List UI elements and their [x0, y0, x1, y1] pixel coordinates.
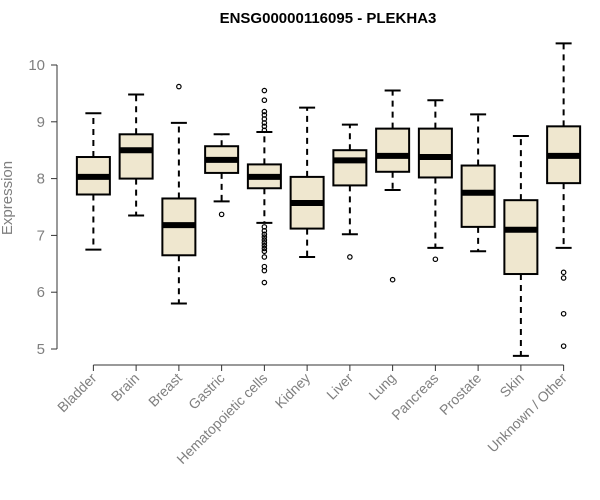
box-liver	[332, 123, 368, 260]
iqr-box	[460, 164, 496, 228]
x-tick-label: Liver	[323, 370, 356, 403]
outlier-point	[218, 211, 225, 218]
outlier-point	[560, 310, 567, 317]
outlier-point	[261, 228, 268, 234]
outlier-point	[261, 248, 268, 255]
y-tick-label: 9	[37, 114, 45, 131]
outlier-point	[261, 239, 268, 246]
box-lung	[375, 89, 411, 283]
box-gastric	[204, 133, 240, 218]
y-axis: 5 6 7 8 9 10	[28, 57, 58, 358]
outlier-point	[261, 254, 268, 260]
y-tick-label: 5	[37, 341, 45, 358]
y-tick-label: 7	[37, 227, 45, 244]
outlier-point	[560, 275, 567, 281]
iqr-box	[332, 149, 368, 187]
outlier-point	[261, 245, 268, 252]
x-tick-label: Skin	[496, 370, 527, 401]
box-breast	[161, 83, 197, 305]
box-hematopoietic-cells	[246, 87, 282, 286]
x-tick-label: Bladder	[54, 370, 100, 416]
y-tick-label: 8	[37, 171, 45, 188]
outlier-point	[560, 269, 567, 276]
y-axis-label: Expression	[0, 161, 16, 235]
outlier-point	[389, 276, 396, 283]
iqr-box	[503, 199, 539, 276]
outlier-point	[261, 234, 268, 240]
x-tick-label: Brain	[108, 370, 142, 404]
box-bladder	[75, 112, 111, 251]
outlier-point	[432, 256, 439, 263]
iqr-box	[417, 127, 453, 179]
iqr-box	[375, 127, 411, 173]
outlier-point	[347, 254, 353, 260]
x-tick-label: Gastric	[185, 370, 228, 413]
y-tick-label: 6	[37, 284, 45, 301]
outlier-point	[560, 343, 567, 349]
outlier-point	[261, 231, 268, 238]
box-prostate	[460, 113, 496, 253]
y-tick-label: 10	[28, 57, 45, 74]
outlier-point	[261, 127, 268, 134]
x-tick-label: Unknown / Other	[484, 370, 570, 456]
outlier-point	[261, 279, 268, 286]
chart-title: ENSG00000116095 - PLEKHA3	[220, 10, 437, 27]
outlier-point	[261, 108, 268, 115]
iqr-box	[118, 133, 154, 180]
outlier-point	[261, 120, 268, 126]
x-tick-label: Pancreas	[388, 370, 441, 423]
x-tick-label: Prostate	[436, 370, 484, 418]
box-kidney	[289, 106, 325, 258]
box-unknown-other	[546, 42, 582, 349]
outlier-point	[261, 237, 268, 243]
box-brain	[118, 93, 154, 217]
boxes-group	[75, 42, 582, 357]
x-tick-label: Lung	[365, 370, 398, 403]
x-tick-label: Kidney	[272, 370, 314, 412]
outlier-point	[176, 83, 182, 90]
box-skin	[503, 135, 539, 357]
outlier-point	[261, 97, 268, 104]
outlier-point	[261, 242, 268, 249]
outlier-point	[261, 267, 268, 274]
x-tick-label: Breast	[145, 370, 185, 410]
outlier-point	[261, 87, 268, 94]
box-pancreas	[417, 99, 453, 263]
